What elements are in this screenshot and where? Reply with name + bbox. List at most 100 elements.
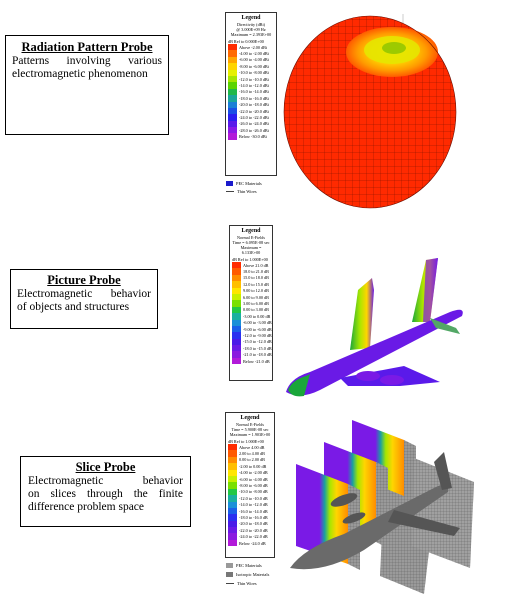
color-swatch xyxy=(228,463,237,470)
range-label: 9.00 to 12.0 dB xyxy=(243,288,269,294)
color-swatch xyxy=(228,527,237,534)
color-swatch xyxy=(232,313,241,320)
color-swatch xyxy=(228,501,237,508)
legend-key-pec: PEC Materials xyxy=(226,181,262,186)
color-swatch xyxy=(228,450,237,457)
range-label: Below -21.0 dB xyxy=(243,358,270,364)
legend-line: Maximum = 2.393E+00 xyxy=(230,32,272,37)
slice-probe-image xyxy=(290,420,474,594)
range-label: -6.00 to -3.00 dB xyxy=(243,320,272,326)
color-swatch xyxy=(232,300,241,307)
legend-range-row: -14.0 to -12.0 dBi xyxy=(228,82,274,89)
legend-line: dB Ref to 1.000E+00 xyxy=(228,439,264,444)
range-label: -28.0 to -26.0 dBi xyxy=(239,127,269,133)
legend-range-row: 0.00 to 2.00 dB xyxy=(228,456,272,464)
color-swatch xyxy=(228,120,237,128)
legend-range-row: -2.00 to 0.00 dB xyxy=(228,463,272,470)
range-label: Above -2.00 dBi xyxy=(239,44,268,50)
probe-desc-line: of objects and structures xyxy=(17,301,130,313)
range-label: -12.0 to -10.0 dBi xyxy=(239,76,269,82)
color-swatch xyxy=(228,107,237,115)
pec-swatch xyxy=(226,563,233,568)
range-label: 12.0 to 15.0 dB xyxy=(243,281,269,287)
range-label: Above 21.0 dB xyxy=(243,262,269,268)
legend-range-row: -3.00 to 0.00 dB xyxy=(232,313,270,320)
range-label: -18.0 to -16.0 dBi xyxy=(239,95,269,101)
legend-range-row: 18.0 to 21.0 dB xyxy=(232,268,270,275)
color-swatch xyxy=(232,268,241,275)
legend-range-row: -6.00 to -3.00 dB xyxy=(232,319,272,326)
airplane-picture-image xyxy=(286,258,463,397)
legend-range-row: -18.0 to -16.0 dB xyxy=(228,514,272,521)
legend-range-row: -20.0 to -18.0 dBi xyxy=(228,101,274,108)
key-label: Thin Wires xyxy=(237,189,257,194)
range-label: 2.00 to 4.00 dB xyxy=(239,451,265,457)
legend-range-row: -6.00 to -4.00 dBi xyxy=(228,56,274,64)
range-label: -15.0 to -12.0 dB xyxy=(243,339,272,345)
color-swatch xyxy=(228,101,237,108)
legend-range-row: -22.0 to -20.0 dBi xyxy=(228,107,274,115)
picture-probe-box: Picture Probe Electromagnetic behavior o… xyxy=(10,269,158,329)
color-swatch xyxy=(228,88,237,96)
legend-title: Legend xyxy=(240,415,260,421)
key-label: Thin Wires xyxy=(237,581,257,586)
color-swatch xyxy=(232,274,241,282)
range-label: -24.0 to -22.0 dBi xyxy=(239,114,269,120)
probe-title: Picture Probe xyxy=(47,273,121,287)
range-label: 3.00 to 6.00 dB xyxy=(243,301,269,307)
legend-range-row: 15.0 to 18.0 dB xyxy=(232,274,270,282)
color-swatch xyxy=(228,533,237,540)
legend-line: dB Ref to 1.000E+00 xyxy=(232,257,268,262)
legend-key-pec: PEC Materials xyxy=(226,563,262,568)
color-swatch xyxy=(228,520,237,528)
legend-range-row: -12.0 to -10.0 dBi xyxy=(228,75,274,83)
legend-range-row: Above 21.0 dB xyxy=(232,262,270,269)
pec-swatch xyxy=(226,181,233,186)
range-label: -8.00 to -6.00 dB xyxy=(239,483,268,489)
legend-line: Directivity (dBi) xyxy=(236,22,266,27)
color-swatch xyxy=(228,539,237,547)
wire-line-icon xyxy=(226,191,234,192)
color-swatch xyxy=(232,281,241,288)
legend-range-row: -16.0 to -14.0 dBi xyxy=(228,88,274,96)
legend-key-wires: Thin Wires xyxy=(226,189,257,194)
color-swatch xyxy=(232,345,241,352)
color-swatch xyxy=(232,357,241,365)
legend-range-row: 3.00 to 6.00 dB xyxy=(232,300,270,307)
color-swatch xyxy=(228,82,237,89)
slice-legend: Legend Normal E-Fields Time = 5.900E-08 … xyxy=(225,412,275,558)
color-swatch xyxy=(232,287,241,294)
probe-desc-line: difference problem space xyxy=(28,501,145,513)
range-label: -4.00 to -2.00 dBi xyxy=(239,51,269,57)
legend-range-row: -20.0 to -18.0 dB xyxy=(228,520,272,528)
legend-range-row: -16.0 to -14.0 dB xyxy=(228,507,272,515)
legend-line: Time = 6.095E-08 sec xyxy=(232,240,270,245)
legend-range-row: Below -21.0 dB xyxy=(232,357,270,365)
range-label: -2.00 to 0.00 dB xyxy=(239,463,267,469)
probe-desc-line: Electromagnetic behavior xyxy=(28,475,183,487)
legend-range-row: -8.00 to -6.00 dB xyxy=(228,482,272,489)
color-swatch xyxy=(228,95,237,102)
range-label: -16.0 to -14.0 dBi xyxy=(239,89,269,95)
color-swatch xyxy=(228,456,237,464)
range-label: -21.0 to -18.0 dB xyxy=(243,352,272,358)
color-swatch xyxy=(228,488,237,496)
color-swatch xyxy=(232,338,241,346)
color-swatch xyxy=(232,293,241,301)
color-swatch xyxy=(228,507,237,515)
legend-range-row: -12.0 to -9.00 dB xyxy=(232,332,272,339)
probe-desc-line: on slices through the finite xyxy=(28,488,183,500)
range-label: -20.0 to -18.0 dB xyxy=(239,521,268,527)
legend-range-row: 2.00 to 4.00 dB xyxy=(228,450,272,457)
legend-range-row: -18.0 to -15.0 dB xyxy=(232,345,272,352)
legend-line: Normal E-Fields xyxy=(235,422,265,427)
picture-legend: Legend Normal E-Fields Time = 6.095E-08 … xyxy=(229,225,273,381)
range-label: -14.0 to -12.0 dB xyxy=(239,502,268,508)
legend-line: Time = 5.900E-08 sec xyxy=(231,427,269,432)
range-label: -14.0 to -12.0 dBi xyxy=(239,83,269,89)
range-label: -22.0 to -20.0 dBi xyxy=(239,108,269,114)
legend-range-row: 0.00 to 3.00 dB xyxy=(232,306,270,314)
slice-probe-box: Slice Probe Electromagnetic behavior on … xyxy=(20,456,191,527)
color-swatch xyxy=(232,262,241,269)
legend-line: dB Ref to 0.000E+00 xyxy=(228,39,264,44)
